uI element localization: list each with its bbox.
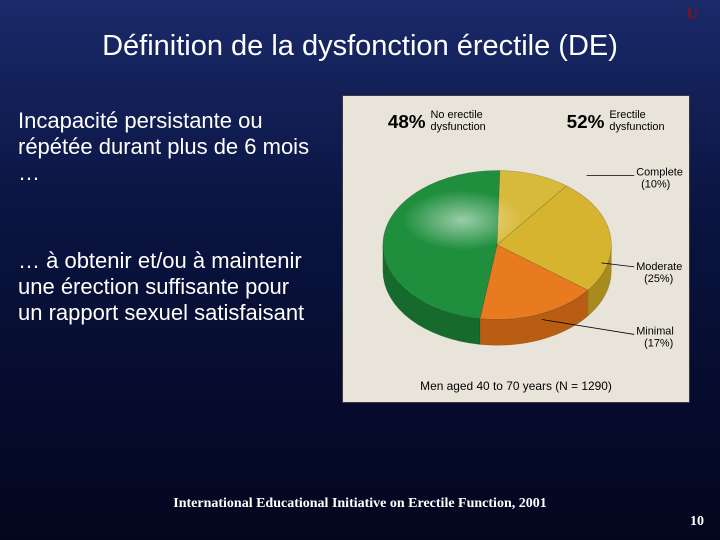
slice-label-minimal-2: (17%) [644, 337, 673, 349]
definition-paragraph-1: Incapacité persistante ou répétée durant… [18, 108, 318, 186]
right-pct-sub1: Erectile [609, 109, 645, 121]
left-pct-sub2: dysfunction [431, 121, 486, 133]
slice-label-minimal-1: Minimal [636, 325, 674, 337]
slice-label-moderate-2: (25%) [644, 273, 673, 285]
citation-text: International Educational Initiative on … [0, 496, 720, 512]
page-number: 10 [690, 514, 704, 530]
right-pct-label: 52% [567, 111, 605, 132]
definition-paragraph-2: … à obtenir et/ou à maintenir une érecti… [18, 248, 318, 326]
left-pct-sub1: No erectile [431, 109, 483, 121]
left-pct-label: 48% [388, 111, 426, 132]
pie-chart: 48% No erectile dysfunction 52% Erectile… [342, 95, 690, 403]
right-pct-sub2: dysfunction [609, 121, 664, 133]
pie-chart-svg: 48% No erectile dysfunction 52% Erectile… [343, 96, 689, 402]
slide-title: Définition de la dysfonction érectile (D… [0, 30, 720, 63]
chart-caption: Men aged 40 to 70 years (N = 1290) [420, 379, 612, 393]
pie-slices [383, 171, 612, 346]
slice-label-complete-1: Complete [636, 166, 683, 178]
slice-label-moderate-1: Moderate [636, 261, 682, 273]
slice-label-complete-2: (10%) [641, 178, 670, 190]
pie-highlight [403, 190, 522, 250]
corner-logo-letter: U [686, 6, 698, 24]
